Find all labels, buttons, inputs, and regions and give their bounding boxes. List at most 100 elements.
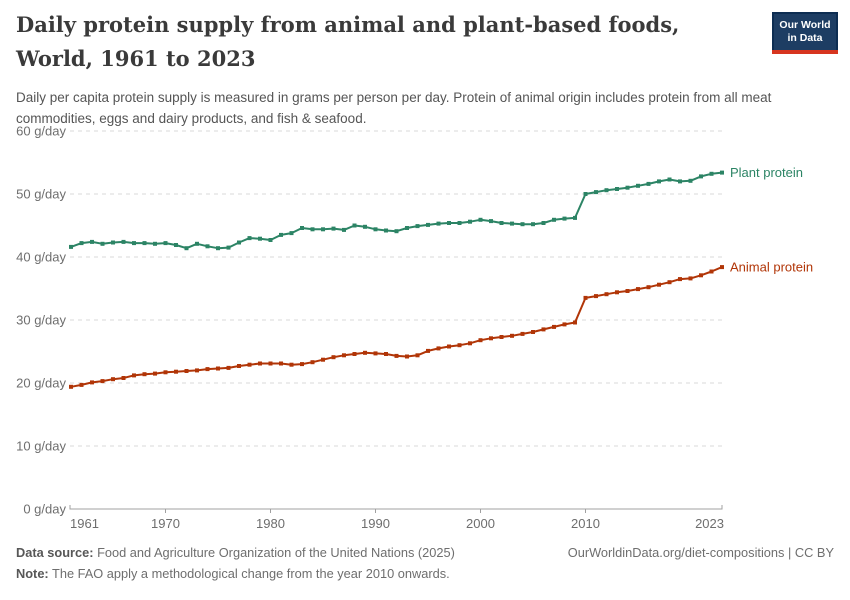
- animal-protein-point: [510, 333, 514, 338]
- plant-protein-point: [604, 188, 609, 193]
- animal-protein-point: [552, 324, 556, 329]
- animal-protein-point: [195, 368, 199, 373]
- plant-protein-point: [247, 236, 252, 241]
- plant-protein-point: [583, 192, 588, 196]
- plant-protein-point: [90, 239, 94, 244]
- plant-protein-point: [499, 221, 504, 225]
- animal-protein-point: [657, 282, 661, 287]
- plant-protein-point: [562, 216, 567, 221]
- animal-protein-point: [688, 276, 693, 281]
- x-tick-label: 2023: [695, 516, 724, 531]
- plant-protein-point: [510, 221, 514, 226]
- plant-protein-point: [100, 241, 105, 246]
- plant-protein-point: [216, 246, 220, 251]
- plant-protein-point: [310, 227, 315, 232]
- note-label: Note:: [16, 566, 49, 581]
- plant-protein-point: [163, 241, 168, 246]
- plant-protein-point: [426, 222, 430, 227]
- animal-protein-point: [163, 370, 168, 375]
- chart-subtitle: Daily per capita protein supply is measu…: [16, 90, 772, 126]
- plant-protein-point: [709, 171, 714, 176]
- plant-protein-point: [594, 190, 598, 195]
- plant-protein-point: [226, 245, 231, 250]
- plant-protein-point: [531, 222, 535, 227]
- animal-protein-point: [583, 295, 588, 300]
- animal-protein-point: [111, 377, 115, 382]
- plant-protein-point: [331, 226, 336, 231]
- chart-footer: Data source: Food and Agriculture Organi…: [16, 545, 834, 560]
- owid-logo-line1: Our World: [779, 19, 831, 31]
- animal-protein-point: [258, 361, 262, 366]
- animal-protein-point: [90, 380, 94, 385]
- animal-protein-point: [667, 280, 672, 285]
- plant-protein-point: [342, 227, 346, 232]
- animal-protein-point: [310, 360, 315, 365]
- plant-protein-point: [447, 221, 451, 225]
- animal-protein-point: [457, 343, 462, 348]
- plant-protein-point: [205, 244, 210, 249]
- plant-protein-point: [688, 178, 693, 183]
- plant-protein-point: [184, 246, 189, 251]
- plant-protein-point: [289, 231, 294, 236]
- animal-protein-point: [226, 365, 231, 370]
- animal-protein-point: [289, 362, 294, 367]
- animal-protein-point: [415, 353, 420, 358]
- plant-protein-label: Plant protein: [730, 165, 803, 180]
- animal-protein-point: [342, 353, 346, 358]
- animal-protein-point: [604, 292, 609, 297]
- plant-protein-point: [457, 221, 462, 225]
- data-source-text: Data source: Food and Agriculture Organi…: [16, 545, 455, 560]
- animal-protein-point: [216, 366, 220, 371]
- y-tick-label: 20 g/day: [16, 376, 66, 391]
- animal-protein-point: [363, 350, 367, 355]
- plant-protein-point: [489, 219, 493, 224]
- plant-protein-point: [436, 221, 441, 226]
- plant-protein-point: [394, 229, 399, 234]
- animal-protein-point: [541, 327, 546, 332]
- animal-protein-point: [709, 269, 714, 274]
- data-source-value: Food and Agriculture Organization of the…: [93, 545, 455, 560]
- plant-protein-point: [111, 240, 115, 245]
- plant-protein-point: [615, 187, 619, 191]
- plant-protein-point: [636, 183, 640, 188]
- animal-protein-point: [426, 348, 430, 353]
- plant-protein-point: [646, 181, 651, 186]
- x-tick-label: 1990: [361, 516, 390, 531]
- animal-protein-point: [520, 331, 525, 336]
- x-tick-label: 2000: [466, 516, 495, 531]
- plant-protein-point: [520, 222, 525, 227]
- animal-protein-point: [447, 344, 451, 349]
- credit-link[interactable]: OurWorldinData.org/diet-compositions | C…: [567, 545, 834, 560]
- data-source-label: Data source:: [16, 545, 94, 560]
- plant-protein-point: [625, 185, 630, 190]
- animal-protein-point: [321, 357, 325, 362]
- animal-protein-point: [79, 382, 84, 387]
- plant-protein-point: [720, 170, 724, 175]
- plant-protein-point: [699, 174, 703, 179]
- animal-protein-point: [279, 361, 283, 366]
- x-axis-line: [69, 505, 723, 510]
- plant-protein-point: [415, 224, 420, 229]
- animal-protein-point: [405, 354, 409, 359]
- animal-protein-point: [373, 351, 378, 356]
- owid-logo-line2: in Data: [787, 32, 823, 45]
- y-tick-label: 10 g/day: [16, 439, 66, 454]
- plant-protein-point: [174, 243, 178, 247]
- animal-protein-point: [478, 338, 483, 343]
- animal-protein-point: [132, 373, 136, 378]
- x-tick-label: 1970: [151, 516, 180, 531]
- note-value: The FAO apply a methodological change fr…: [48, 566, 450, 581]
- plant-protein-point: [79, 241, 84, 246]
- y-tick-label: 60 g/day: [16, 124, 66, 139]
- chart-note: Note: The FAO apply a methodological cha…: [16, 566, 450, 581]
- animal-protein-point: [100, 379, 105, 384]
- plant-protein-point: [195, 241, 199, 246]
- chart-title: Daily protein supply from animal and pla…: [16, 12, 680, 71]
- plant-protein-point: [121, 239, 126, 244]
- plant-protein-point: [268, 238, 273, 242]
- animal-protein-point: [678, 277, 682, 282]
- plant-protein-point: [237, 240, 241, 245]
- plant-protein-point: [657, 179, 661, 184]
